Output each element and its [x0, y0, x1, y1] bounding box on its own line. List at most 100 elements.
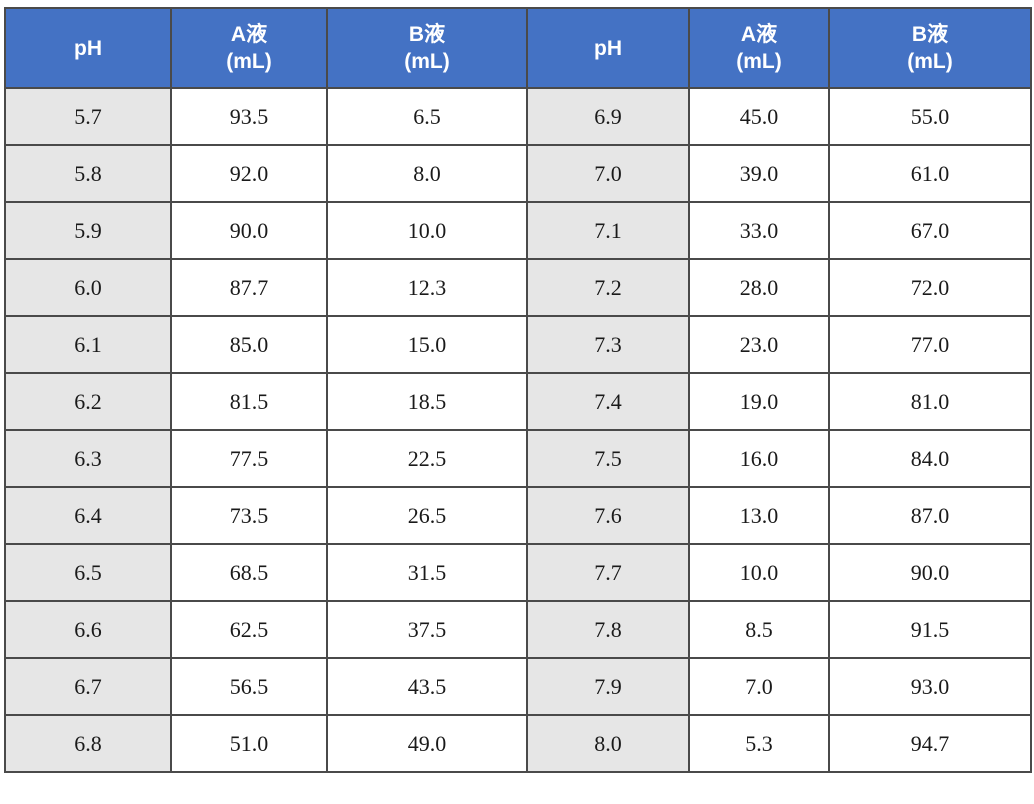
a-value-cell: 16.0	[688, 429, 830, 488]
table-row: 6.6 62.5 37.5 7.8 8.5 91.5	[4, 600, 1032, 659]
b-value-cell: 15.0	[326, 315, 528, 374]
b-value-cell: 49.0	[326, 714, 528, 773]
a-value-cell: 45.0	[688, 87, 830, 146]
table-row: 6.7 56.5 43.5 7.9 7.0 93.0	[4, 657, 1032, 716]
a-value-cell: 62.5	[170, 600, 328, 659]
header-b-left: B液 (mL)	[326, 7, 528, 89]
b-value-cell: 55.0	[828, 87, 1032, 146]
table-header: pH A液 (mL) B液 (mL) pH A液 (mL) B液 (mL)	[4, 7, 1032, 89]
ph-cell: 6.7	[4, 657, 172, 716]
a-value-cell: 33.0	[688, 201, 830, 260]
ph-cell: 7.7	[526, 543, 690, 602]
a-value-cell: 5.3	[688, 714, 830, 773]
b-value-cell: 90.0	[828, 543, 1032, 602]
b-value-cell: 22.5	[326, 429, 528, 488]
ph-cell: 7.1	[526, 201, 690, 260]
ph-cell: 6.6	[4, 600, 172, 659]
table-row: 5.7 93.5 6.5 6.9 45.0 55.0	[4, 87, 1032, 146]
b-value-cell: 93.0	[828, 657, 1032, 716]
a-value-cell: 68.5	[170, 543, 328, 602]
table-row: 5.8 92.0 8.0 7.0 39.0 61.0	[4, 144, 1032, 203]
buffer-table-container: pH A液 (mL) B液 (mL) pH A液 (mL) B液 (mL)	[4, 7, 1032, 800]
b-value-cell: 37.5	[326, 600, 528, 659]
header-b-right-unit: (mL)	[907, 50, 953, 73]
ph-cell: 6.5	[4, 543, 172, 602]
b-value-cell: 81.0	[828, 372, 1032, 431]
a-value-cell: 93.5	[170, 87, 328, 146]
ph-cell: 6.3	[4, 429, 172, 488]
b-value-cell: 18.5	[326, 372, 528, 431]
a-value-cell: 73.5	[170, 486, 328, 545]
b-value-cell: 26.5	[326, 486, 528, 545]
b-value-cell: 94.7	[828, 714, 1032, 773]
header-row: pH A液 (mL) B液 (mL) pH A液 (mL) B液 (mL)	[4, 7, 1032, 89]
table-row: 6.0 87.7 12.3 7.2 28.0 72.0	[4, 258, 1032, 317]
ph-cell: 5.8	[4, 144, 172, 203]
header-a-right-unit: (mL)	[736, 50, 782, 73]
b-value-cell: 87.0	[828, 486, 1032, 545]
b-value-cell: 67.0	[828, 201, 1032, 260]
ph-cell: 6.9	[526, 87, 690, 146]
table-row: 6.5 68.5 31.5 7.7 10.0 90.0	[4, 543, 1032, 602]
ph-cell: 7.9	[526, 657, 690, 716]
ph-cell: 7.3	[526, 315, 690, 374]
a-value-cell: 13.0	[688, 486, 830, 545]
table-row: 6.2 81.5 18.5 7.4 19.0 81.0	[4, 372, 1032, 431]
b-value-cell: 84.0	[828, 429, 1032, 488]
a-value-cell: 56.5	[170, 657, 328, 716]
header-b-left-name: B液	[408, 23, 446, 46]
ph-cell: 5.9	[4, 201, 172, 260]
ph-cell: 7.5	[526, 429, 690, 488]
b-value-cell: 31.5	[326, 543, 528, 602]
ph-cell: 7.4	[526, 372, 690, 431]
b-value-cell: 61.0	[828, 144, 1032, 203]
header-b-right: B液 (mL)	[828, 7, 1032, 89]
b-value-cell: 12.3	[326, 258, 528, 317]
ph-cell: 8.0	[526, 714, 690, 773]
a-value-cell: 10.0	[688, 543, 830, 602]
header-a-left: A液 (mL)	[170, 7, 328, 89]
ph-cell: 7.6	[526, 486, 690, 545]
a-value-cell: 87.7	[170, 258, 328, 317]
table-row: 5.9 90.0 10.0 7.1 33.0 67.0	[4, 201, 1032, 260]
b-value-cell: 8.0	[326, 144, 528, 203]
header-a-left-unit: (mL)	[226, 50, 272, 73]
table-row: 6.8 51.0 49.0 8.0 5.3 94.7	[4, 714, 1032, 773]
a-value-cell: 23.0	[688, 315, 830, 374]
b-value-cell: 77.0	[828, 315, 1032, 374]
b-value-cell: 6.5	[326, 87, 528, 146]
a-value-cell: 8.5	[688, 600, 830, 659]
ph-cell: 7.8	[526, 600, 690, 659]
header-a-left-name: A液	[230, 23, 268, 46]
table-row: 6.1 85.0 15.0 7.3 23.0 77.0	[4, 315, 1032, 374]
header-ph-left: pH	[4, 7, 172, 89]
header-b-right-name: B液	[911, 23, 949, 46]
table-row: 6.3 77.5 22.5 7.5 16.0 84.0	[4, 429, 1032, 488]
a-value-cell: 81.5	[170, 372, 328, 431]
ph-cell: 5.7	[4, 87, 172, 146]
b-value-cell: 72.0	[828, 258, 1032, 317]
a-value-cell: 85.0	[170, 315, 328, 374]
b-value-cell: 10.0	[326, 201, 528, 260]
ph-cell: 6.2	[4, 372, 172, 431]
b-value-cell: 43.5	[326, 657, 528, 716]
a-value-cell: 39.0	[688, 144, 830, 203]
ph-cell: 7.2	[526, 258, 690, 317]
header-a-right: A液 (mL)	[688, 7, 830, 89]
table-body: 5.7 93.5 6.5 6.9 45.0 55.0 5.8 92.0 8.0 …	[4, 87, 1032, 773]
a-value-cell: 90.0	[170, 201, 328, 260]
a-value-cell: 77.5	[170, 429, 328, 488]
ph-cell: 6.8	[4, 714, 172, 773]
a-value-cell: 92.0	[170, 144, 328, 203]
b-value-cell: 91.5	[828, 600, 1032, 659]
a-value-cell: 19.0	[688, 372, 830, 431]
a-value-cell: 7.0	[688, 657, 830, 716]
header-b-left-unit: (mL)	[404, 50, 450, 73]
ph-cell: 6.1	[4, 315, 172, 374]
header-a-right-name: A液	[740, 23, 778, 46]
ph-cell: 7.0	[526, 144, 690, 203]
buffer-table: pH A液 (mL) B液 (mL) pH A液 (mL) B液 (mL)	[4, 7, 1032, 773]
a-value-cell: 28.0	[688, 258, 830, 317]
table-row: 6.4 73.5 26.5 7.6 13.0 87.0	[4, 486, 1032, 545]
ph-cell: 6.0	[4, 258, 172, 317]
